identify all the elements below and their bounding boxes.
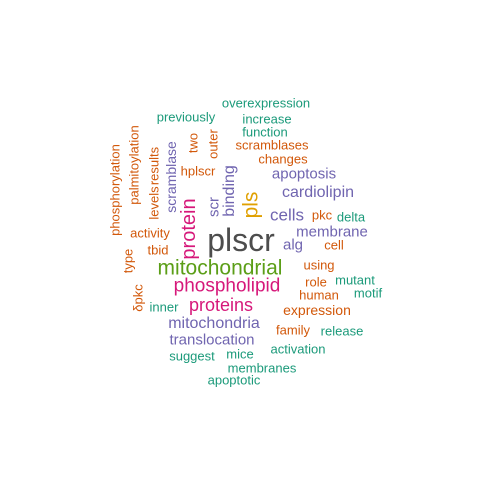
word-protein: protein (178, 198, 200, 260)
word-type: type (120, 248, 136, 274)
word-binding: binding (221, 165, 238, 217)
word-scramblase: scramblase (163, 141, 179, 213)
word-cells: cells (269, 205, 305, 225)
word-overexpression: overexpression (221, 95, 311, 111)
word-alg: alg (282, 236, 304, 254)
word-increase: increase (242, 111, 292, 127)
word-function: function (242, 124, 288, 140)
word-mice: mice (226, 346, 254, 362)
word-cardiolipin: cardiolipin (281, 184, 355, 201)
word-changes: changes (258, 151, 308, 167)
word-motif: motif (353, 285, 383, 301)
word-membrane: membrane (296, 223, 368, 241)
word-mitochondrial: mitochondrial (157, 256, 283, 280)
word-mitochondria: mitochondria (168, 315, 260, 332)
word-apoptotic: apoptotic (207, 372, 261, 388)
word-proteins: proteins (188, 295, 254, 315)
word-pkc: pkc (311, 207, 333, 223)
word-inner: inner (149, 299, 179, 315)
word-activity: activity (130, 225, 170, 241)
word-previously: previously (156, 109, 216, 125)
word-two: two (185, 132, 201, 154)
word-membranes: membranes (227, 360, 297, 376)
word-delta-pkc: δpkc (130, 284, 146, 312)
word-family: family (276, 322, 310, 338)
word-role: role (305, 274, 327, 290)
word-scramblases: scramblases (235, 137, 309, 153)
word-scr: scr (205, 197, 223, 217)
word-pls: pls (239, 191, 263, 219)
word-phosphorylation: phosphorylation (107, 144, 123, 236)
word-suggest: suggest (169, 348, 215, 364)
word-phospholipid: phospholipid (173, 275, 281, 297)
word-cell: cell (324, 237, 344, 253)
word-palmitoylation: palmitoylation (126, 125, 142, 205)
word-activation: activation (270, 341, 326, 357)
word-outer: outer (205, 129, 221, 159)
word-delta: delta (336, 209, 366, 225)
word-plscr: plscr (207, 222, 275, 258)
word-tbid: tbid (147, 242, 169, 258)
word-expression: expression (283, 302, 351, 318)
word-mutant: mutant (335, 272, 375, 288)
word-human: human (299, 287, 339, 303)
word-results: results (146, 146, 162, 186)
word-hplscr: hplscr (180, 163, 216, 179)
word-using: using (303, 257, 335, 273)
word-apoptosis: apoptosis (271, 165, 337, 183)
word-release: release (320, 323, 364, 339)
word-translocation: translocation (169, 331, 255, 349)
word-levels: levels (146, 186, 162, 220)
